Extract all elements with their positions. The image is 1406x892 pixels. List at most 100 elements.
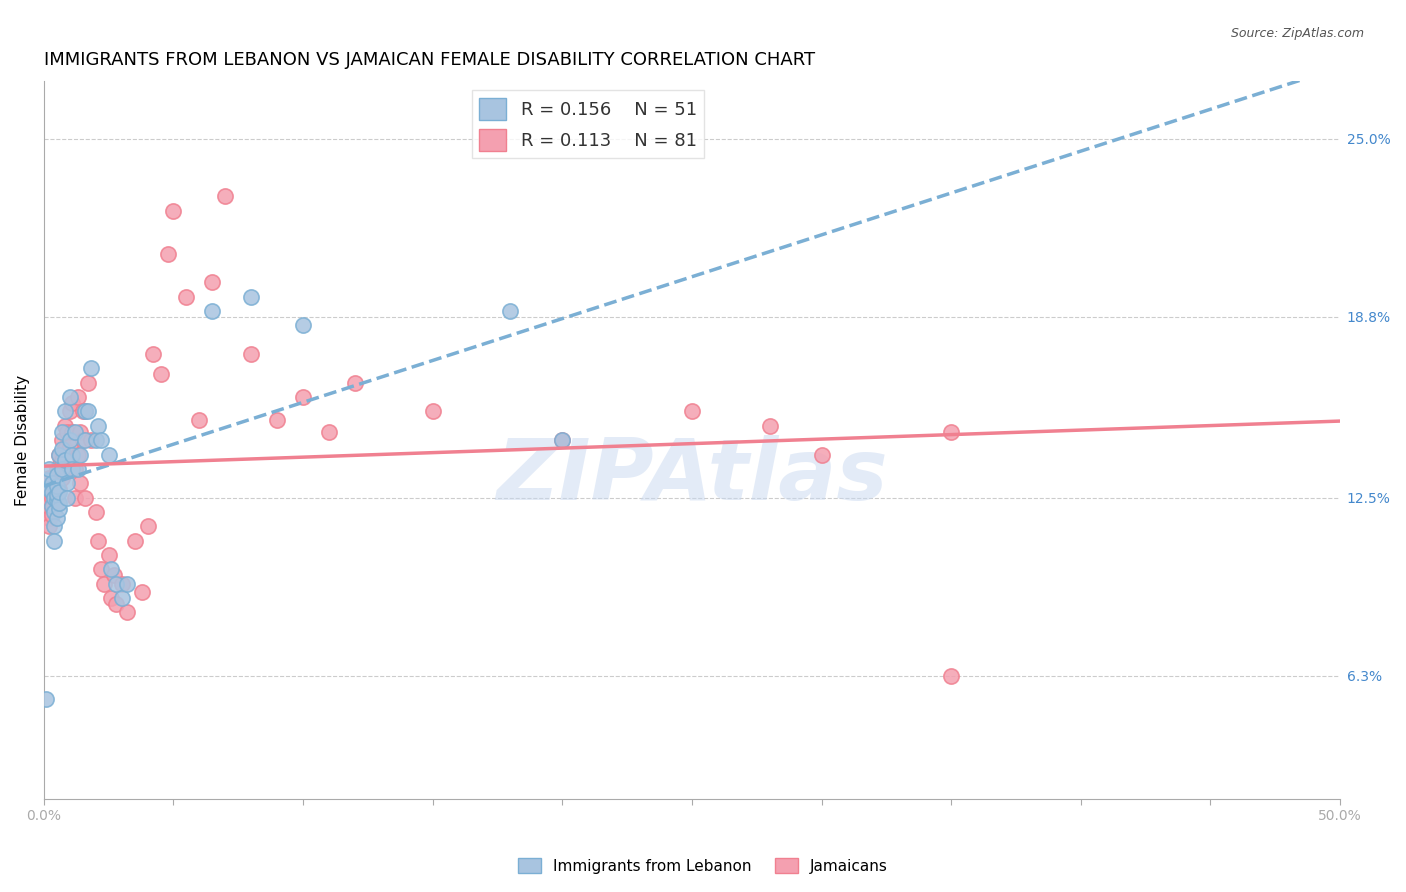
- Point: [35, 476, 58, 491]
- Point: [75, 404, 97, 418]
- Point: [44, 505, 66, 519]
- Point: [292, 390, 315, 404]
- Point: [48, 467, 70, 482]
- Point: [111, 591, 134, 606]
- Point: [124, 533, 146, 548]
- Point: [66, 448, 89, 462]
- Point: [79, 361, 101, 376]
- Point: [105, 576, 128, 591]
- Point: [44, 500, 66, 514]
- Point: [551, 434, 574, 448]
- Point: [51, 453, 73, 467]
- Point: [63, 462, 86, 476]
- Point: [41, 500, 63, 514]
- Point: [72, 404, 94, 418]
- Point: [48, 448, 70, 462]
- Point: [115, 576, 138, 591]
- Point: [38, 482, 60, 496]
- Point: [44, 488, 66, 502]
- Point: [97, 448, 120, 462]
- Point: [111, 576, 134, 591]
- Point: [90, 562, 112, 576]
- Point: [53, 418, 76, 433]
- Point: [35, 474, 58, 488]
- Point: [292, 318, 315, 333]
- Point: [84, 505, 107, 519]
- Point: [422, 404, 444, 418]
- Point: [939, 425, 962, 439]
- Point: [214, 189, 236, 203]
- Point: [142, 347, 165, 361]
- Point: [66, 390, 89, 404]
- Point: [53, 442, 76, 456]
- Point: [53, 404, 76, 418]
- Point: [38, 493, 60, 508]
- Point: [45, 496, 67, 510]
- Point: [51, 434, 73, 448]
- Point: [66, 462, 89, 476]
- Point: [176, 290, 198, 304]
- Point: [105, 597, 128, 611]
- Point: [41, 508, 63, 522]
- Point: [51, 442, 73, 456]
- Point: [51, 425, 73, 439]
- Point: [53, 453, 76, 467]
- Point: [343, 376, 366, 390]
- Legend: Immigrants from Lebanon, Jamaicans: Immigrants from Lebanon, Jamaicans: [512, 852, 894, 880]
- Point: [75, 434, 97, 448]
- Point: [72, 434, 94, 448]
- Point: [201, 304, 224, 318]
- Point: [240, 290, 263, 304]
- Point: [240, 347, 263, 361]
- Point: [45, 479, 67, 493]
- Point: [499, 304, 522, 318]
- Point: [87, 533, 110, 548]
- Point: [318, 425, 340, 439]
- Point: [63, 491, 86, 505]
- Point: [100, 562, 122, 576]
- Point: [188, 413, 211, 427]
- Point: [45, 462, 67, 476]
- Point: [60, 448, 83, 462]
- Point: [162, 203, 184, 218]
- Point: [38, 470, 60, 484]
- Point: [56, 491, 79, 505]
- Point: [60, 396, 83, 410]
- Point: [93, 576, 115, 591]
- Point: [45, 510, 67, 524]
- Point: [810, 448, 832, 462]
- Text: Source: ZipAtlas.com: Source: ZipAtlas.com: [1230, 27, 1364, 40]
- Point: [38, 519, 60, 533]
- Point: [131, 585, 153, 599]
- Point: [45, 493, 67, 508]
- Point: [48, 482, 70, 496]
- Point: [77, 404, 100, 418]
- Point: [59, 404, 82, 418]
- Point: [48, 458, 70, 473]
- Point: [45, 488, 67, 502]
- Point: [45, 467, 67, 482]
- Y-axis label: Female Disability: Female Disability: [15, 375, 30, 506]
- Point: [551, 434, 574, 448]
- Point: [90, 434, 112, 448]
- Point: [38, 462, 60, 476]
- Point: [136, 519, 159, 533]
- Point: [51, 470, 73, 484]
- Point: [266, 413, 288, 427]
- Point: [44, 533, 66, 548]
- Point: [44, 476, 66, 491]
- Point: [69, 425, 91, 439]
- Point: [41, 476, 63, 491]
- Point: [201, 275, 224, 289]
- Point: [60, 425, 83, 439]
- Point: [758, 418, 780, 433]
- Point: [48, 502, 70, 516]
- Point: [79, 434, 101, 448]
- Point: [41, 484, 63, 499]
- Point: [87, 418, 110, 433]
- Point: [149, 367, 172, 381]
- Point: [939, 668, 962, 682]
- Point: [63, 425, 86, 439]
- Point: [51, 462, 73, 476]
- Point: [35, 691, 58, 706]
